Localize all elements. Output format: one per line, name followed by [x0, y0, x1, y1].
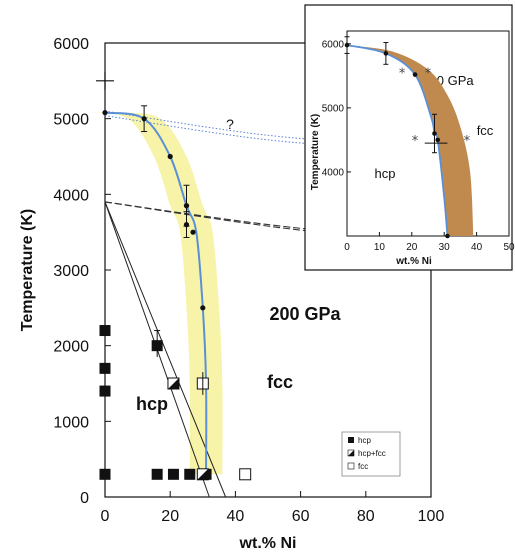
x-tick-label: 100	[418, 508, 445, 525]
inset-star-marker: *	[464, 134, 471, 149]
inset-boundary-point	[435, 137, 441, 143]
inset-boundary-point	[412, 72, 418, 77]
hcp-marker	[99, 385, 111, 397]
main-fcc-label: fcc	[267, 372, 293, 392]
inset-star-marker: *	[425, 67, 432, 82]
boundary-point	[200, 305, 206, 311]
hcp-marker	[184, 468, 196, 480]
inset-plot-frame	[346, 30, 510, 237]
inset-x-tick-label: 50	[503, 242, 515, 253]
inset-fcc-label: fcc	[477, 123, 494, 138]
y-tick-label: 1000	[53, 414, 89, 431]
x-tick-label: 80	[357, 508, 375, 525]
hcp-marker	[167, 468, 179, 480]
main-legend: hcp hcp+fcc fcc	[341, 431, 401, 477]
melting-curve-dashed	[104, 201, 432, 242]
x-tick-label: 60	[292, 508, 310, 525]
inset-x-tick-label: 40	[471, 242, 483, 253]
boundary-point	[183, 203, 190, 209]
inset-y-tick-label: 4000	[322, 167, 345, 178]
y-tick-label: 3000	[53, 263, 89, 280]
hcp-fcc-marker-fill	[167, 378, 179, 389]
main-y-axis-title: Temperature (K)	[19, 209, 36, 331]
hcp-fcc-marker-fill	[197, 468, 209, 480]
inset-x-axis-title: wt.% Ni	[395, 256, 432, 267]
hcp-marker	[151, 468, 163, 480]
boundary-point	[190, 229, 196, 235]
main-pressure-label: 200 GPa	[269, 304, 341, 324]
main-question-label: ?	[226, 116, 234, 132]
x-tick-label: 0	[101, 508, 110, 525]
uncertainty-band	[88, 112, 223, 475]
legend-marker-hcp	[348, 437, 354, 443]
x-tick-label: 40	[227, 508, 245, 525]
hcp-marker	[99, 468, 111, 480]
boundary-point	[183, 222, 190, 228]
inset-star-marker: *	[412, 134, 419, 149]
inset-y-tick-label: 6000	[322, 39, 345, 50]
boundary-point	[141, 116, 147, 122]
y-tick-label: 2000	[53, 339, 89, 356]
boundary-point	[167, 153, 173, 160]
inset-boundary-point	[445, 233, 450, 239]
main-hcp-label: hcp	[136, 394, 168, 414]
legend-label-fcc: fcc	[358, 462, 368, 471]
legend-label-hcp-fcc: hcp+fcc	[358, 449, 386, 458]
fcc-marker	[239, 468, 252, 481]
hcp-marker	[99, 325, 111, 337]
legend-marker-hcp-fcc-fill	[348, 450, 354, 456]
inset-y-axis-title: Temperature (K)	[310, 114, 321, 191]
inset-x-tick-label: 20	[406, 242, 418, 253]
x-tick-label: 20	[161, 508, 179, 525]
inset-hcp-label: hcp	[375, 166, 396, 181]
inset-x-tick-label: 30	[439, 242, 451, 253]
inset-y-tick-label: 5000	[322, 103, 345, 114]
main-x-axis-title: wt.% Ni	[239, 535, 297, 552]
hcp-marker	[99, 362, 111, 374]
inset-x-tick-label: 0	[344, 242, 350, 253]
y-tick-label: 4000	[53, 187, 89, 204]
inset-panel	[304, 4, 513, 271]
boundary-point	[102, 110, 108, 116]
inset-star-marker: *	[399, 67, 406, 82]
y-tick-label: 5000	[53, 112, 89, 129]
y-tick-label: 0	[80, 490, 89, 507]
legend-label-hcp: hcp	[358, 436, 371, 445]
inset-chart: Temperature (K) wt.% Ni 330 GPa fcc hcp …	[304, 4, 515, 271]
melting-curve-dotted	[104, 115, 432, 153]
y-tick-label: 6000	[53, 36, 89, 53]
inset-fcc-region	[347, 45, 474, 236]
legend-marker-fcc	[347, 462, 355, 470]
inset-x-tick-label: 10	[374, 242, 386, 253]
inset-boundary-curve	[346, 44, 449, 237]
